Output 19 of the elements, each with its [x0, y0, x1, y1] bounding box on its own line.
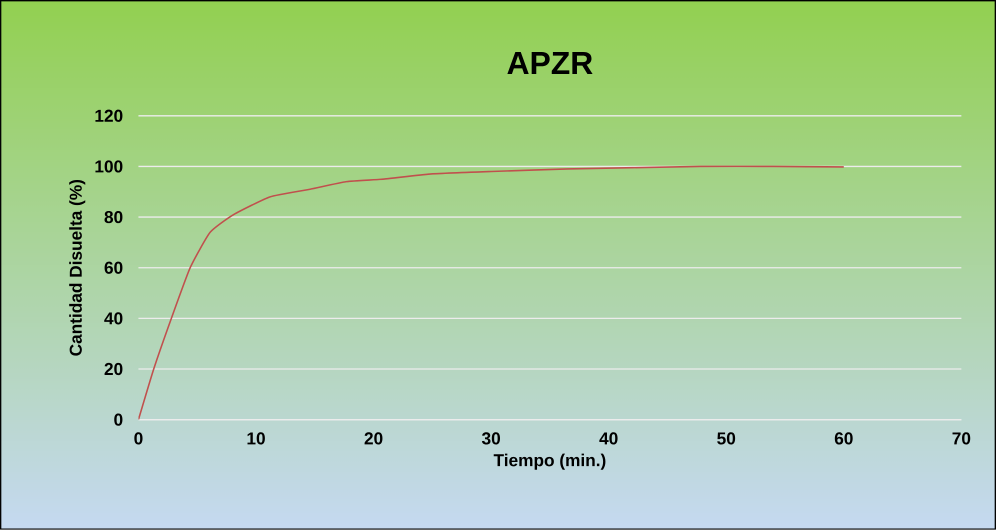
y-tick-label: 20 [104, 363, 122, 376]
x-tick-label: 40 [599, 432, 618, 445]
x-tick-label: 70 [952, 432, 970, 445]
y-tick-label: 60 [104, 262, 122, 274]
y-tick-label: 80 [104, 211, 122, 224]
y-tick-label: 40 [104, 312, 122, 325]
x-tick-label: 10 [248, 432, 265, 445]
y-tick-label: 100 [95, 160, 122, 173]
y-tick-label: 0 [114, 414, 122, 426]
x-tick-label: 0 [134, 432, 143, 445]
x-axis-title: Tiempo (min.) [494, 454, 606, 470]
x-tick-label: 20 [364, 432, 382, 445]
y-tick-label: 120 [95, 110, 122, 122]
line-series [138, 166, 845, 420]
x-tick-label: 50 [717, 432, 736, 445]
chart-title: APZR [507, 52, 593, 74]
y-axis-title: Cantidad Disuelta (%) [69, 180, 86, 356]
x-tick-label: 60 [834, 432, 853, 445]
x-tick-label: 30 [482, 432, 500, 445]
